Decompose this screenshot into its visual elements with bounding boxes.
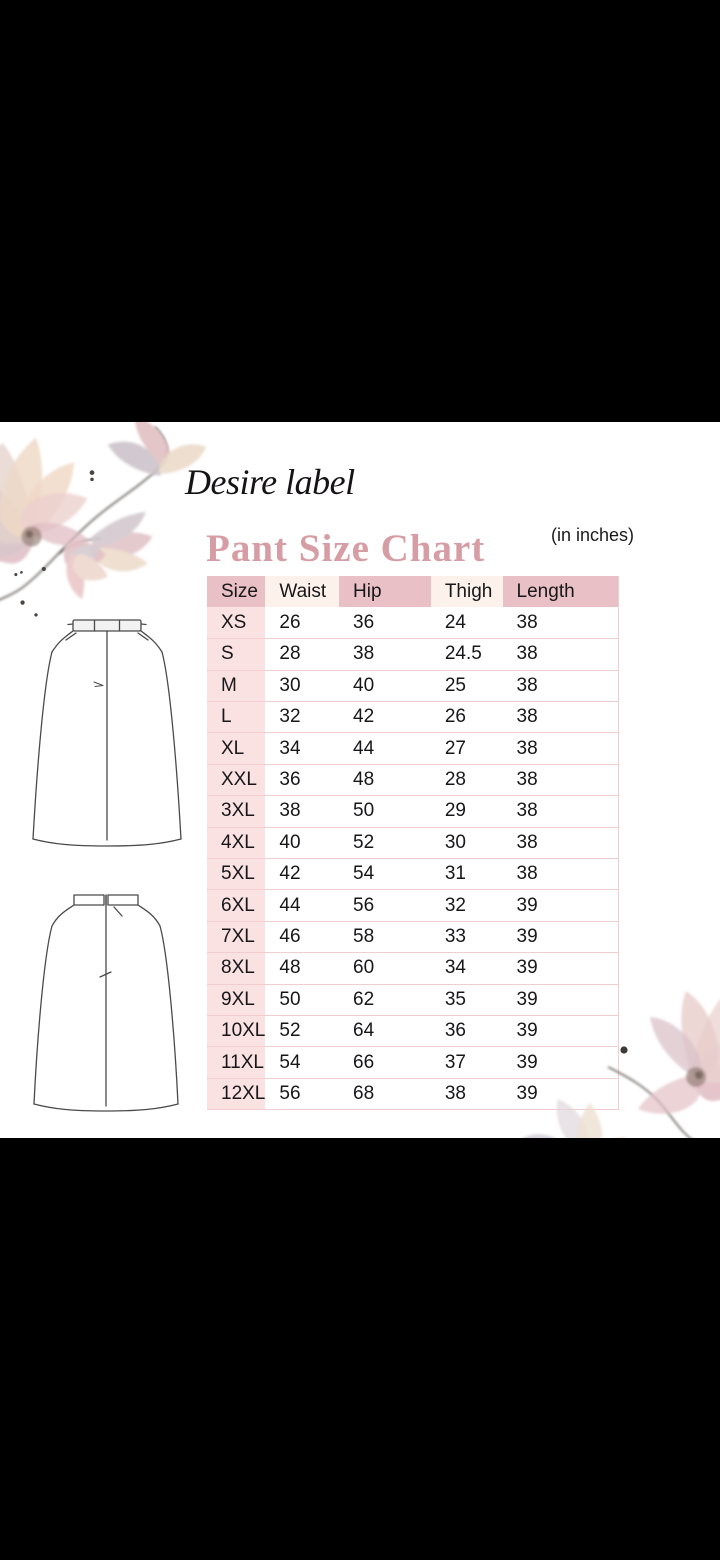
svg-text:Desire label: Desire label: [184, 462, 355, 502]
